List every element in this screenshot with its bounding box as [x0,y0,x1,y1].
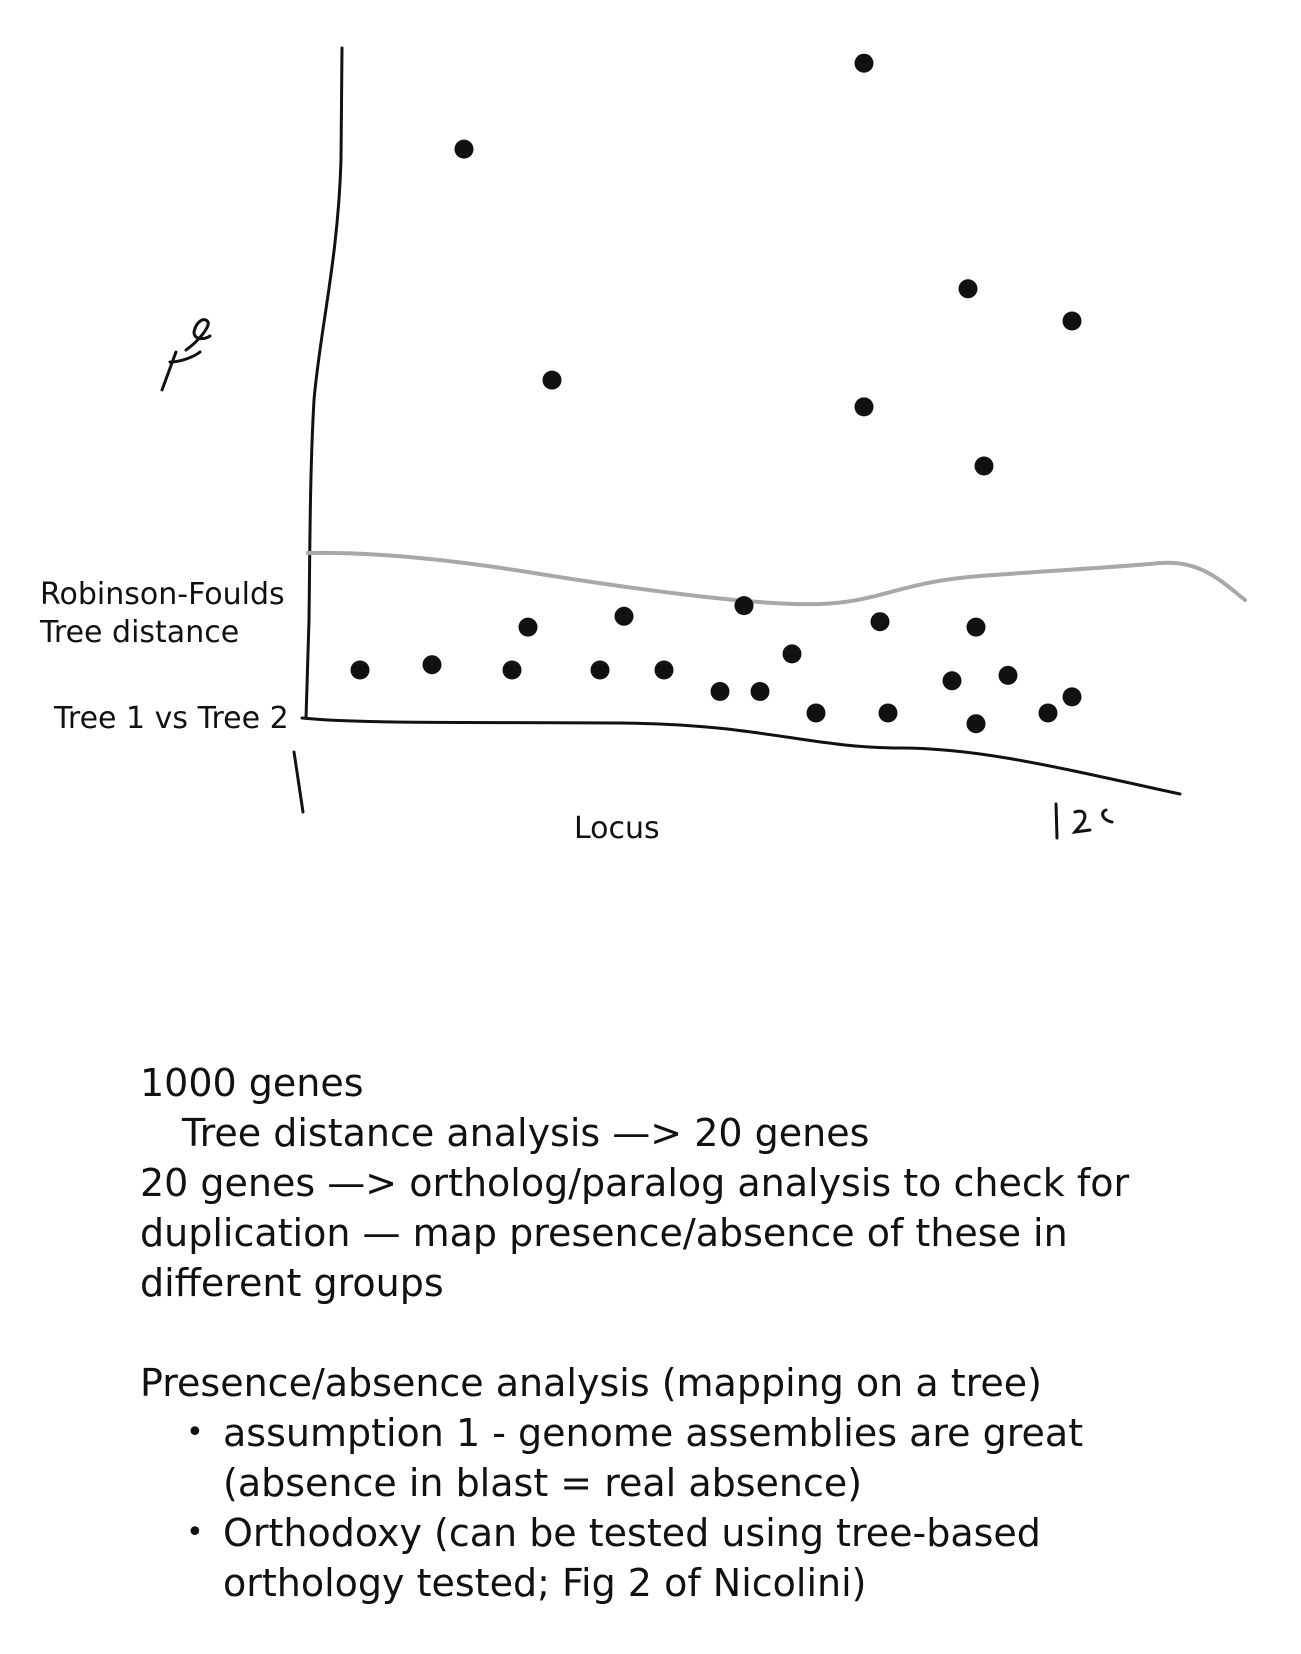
data-point [806,703,826,723]
scatter-points [350,53,1082,734]
data-point [1062,687,1082,707]
data-point [854,397,874,417]
data-point [966,714,986,734]
x-axis-label: Locus [574,811,660,846]
notes-line: Tree distance analysis —> 20 genes [182,1111,870,1155]
data-point [1062,311,1082,331]
bullet-text: assumption 1 - genome assemblies are gre… [223,1411,1084,1455]
bullet-text: Orthodoxy (can be tested using tree-base… [223,1511,1041,1555]
data-point [542,370,562,390]
data-point [878,703,898,723]
notes-line: 1000 genes [140,1061,364,1105]
bullet-icon: • [186,1415,204,1450]
data-point [422,655,442,675]
data-point [942,671,962,691]
threshold-line [306,550,1247,607]
bullet-text: (absence in blast = real absence) [223,1461,863,1505]
list-item: • assumption 1 - genome assemblies are g… [140,1408,1270,1508]
data-point [870,612,890,632]
data-point [590,660,610,680]
notes-line: different groups [140,1261,444,1305]
data-point [998,665,1018,685]
bullet-icon: • [186,1515,204,1550]
sketch-chart [160,46,1247,840]
data-point [974,456,994,476]
data-point [350,660,370,680]
notes-line: 20 genes —> ortholog/paralog analysis to… [140,1161,1130,1205]
notes-line: duplication — map presence/absence of th… [140,1211,1068,1255]
data-point [750,682,770,701]
data-point [966,617,986,637]
list-item: • Orthodoxy (can be tested using tree-ba… [140,1508,1270,1608]
x-tick-start [292,750,305,814]
notes-block: 1000 genes Tree distance analysis —> 20 … [140,1058,1270,1608]
notes-line: Presence/absence analysis (mapping on a … [140,1361,1042,1405]
y-axis-label-line2: Tree distance [40,615,240,650]
data-point [518,617,538,637]
y-axis-line [304,46,344,720]
data-point [958,279,978,299]
data-point [734,596,754,616]
data-point [710,682,730,701]
y-annotation-td [160,318,212,392]
data-point [654,660,674,680]
x-tick-end [1054,802,1114,840]
data-point [854,53,874,73]
data-point [502,660,522,680]
x-axis-line [300,716,1182,796]
data-point [614,606,634,626]
bullet-text: orthology tested; Fig 2 of Nicolini) [223,1561,867,1605]
y-axis-label-line3: Tree 1 vs Tree 2 [54,701,289,736]
data-point [454,139,474,159]
data-point [1038,703,1058,723]
data-point [782,644,802,664]
notes-bullet-list: • assumption 1 - genome assemblies are g… [140,1408,1270,1608]
y-axis-label-line1: Robinson-Foulds [40,577,285,612]
